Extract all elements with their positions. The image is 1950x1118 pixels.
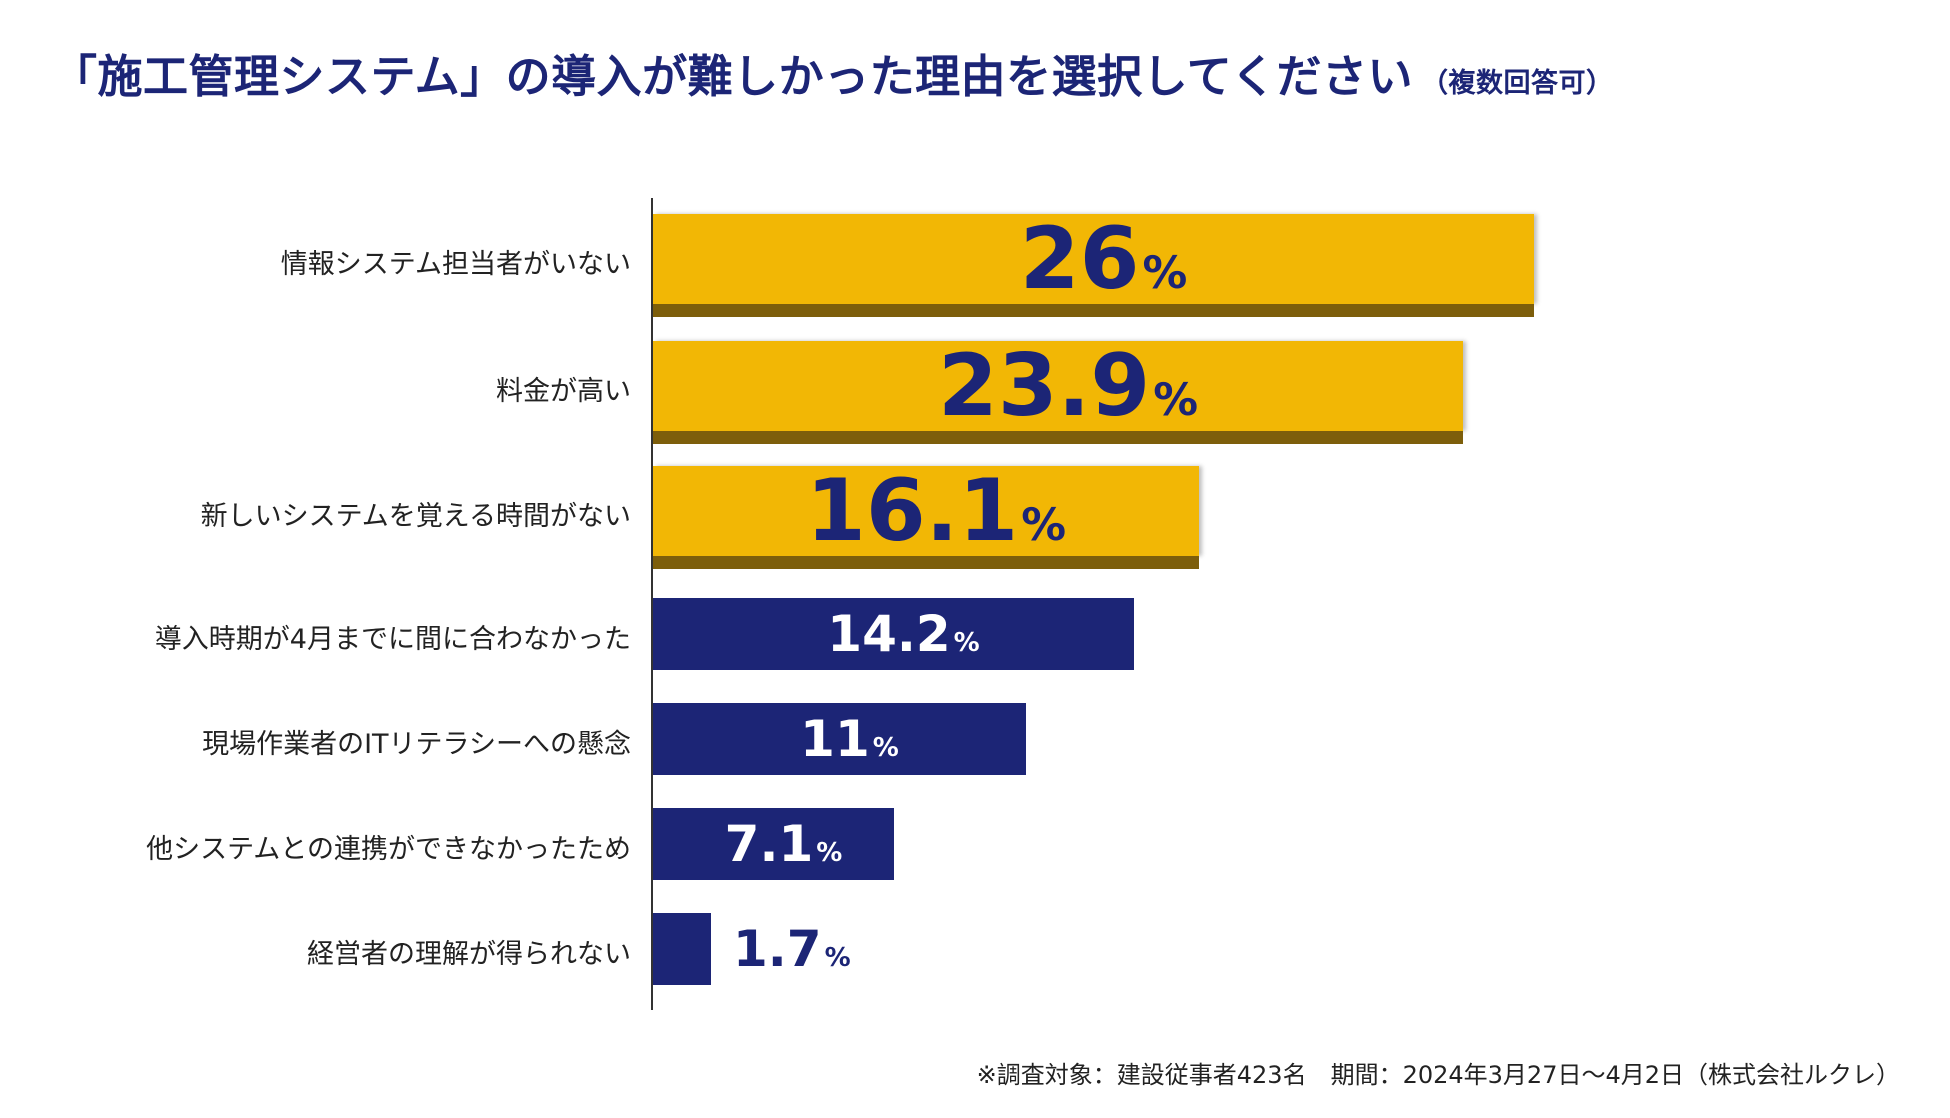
bar [653, 913, 711, 985]
category-label: 他システムとの連携ができなかったため [146, 834, 631, 865]
data-label-value: 16.1 [806, 461, 1019, 561]
category-label: 経営者の理解が得られない [307, 939, 631, 970]
data-label: 7.1% [725, 819, 843, 869]
data-label-value: 14.2 [827, 605, 951, 663]
title-text: 「施工管理システム」の導入が難しかった理由を選択してください [52, 50, 1413, 103]
bar [653, 598, 1134, 670]
data-label-unit: % [1021, 498, 1066, 551]
data-label-unit: % [1153, 373, 1198, 426]
chart-title: 「施工管理システム」の導入が難しかった理由を選択してください （複数回答可） [52, 40, 1613, 105]
data-label-unit: % [1142, 246, 1188, 299]
data-label: 23.9% [938, 343, 1198, 429]
data-label-value: 26 [1019, 209, 1140, 309]
y-axis-line [651, 198, 653, 1010]
data-label: 14.2% [827, 609, 979, 659]
data-label-unit: % [953, 628, 980, 658]
bar [653, 703, 1026, 775]
data-label: 16.1% [806, 468, 1066, 554]
data-label-value: 7.1 [724, 815, 814, 873]
bar [653, 466, 1199, 556]
data-label-unit: % [816, 838, 843, 868]
data-label-unit: % [872, 733, 899, 763]
data-label-value: 23.9 [938, 336, 1151, 436]
category-label: 情報システム担当者がいない [280, 249, 631, 280]
category-label: 現場作業者のITリテラシーへの懸念 [202, 729, 631, 760]
bar [653, 214, 1534, 304]
data-label: 11% [800, 714, 899, 764]
category-label: 導入時期が4月までに間に合わなかった [154, 624, 631, 655]
data-label-value: 1.7 [733, 920, 822, 978]
data-label: 1.7% [733, 924, 851, 974]
bar [653, 341, 1463, 431]
data-label: 26% [1020, 216, 1188, 302]
data-label-unit: % [824, 943, 851, 973]
title-subtitle: （複数回答可） [1420, 68, 1614, 99]
footnote: ※調査対象：建設従事者423名 期間：2024年3月27日〜4月2日（株式会社ル… [976, 1061, 1900, 1089]
bar [653, 808, 894, 880]
category-label: 新しいシステムを覚える時間がない [200, 501, 631, 532]
data-label-value: 11 [800, 710, 870, 768]
category-label: 料金が高い [496, 376, 631, 407]
